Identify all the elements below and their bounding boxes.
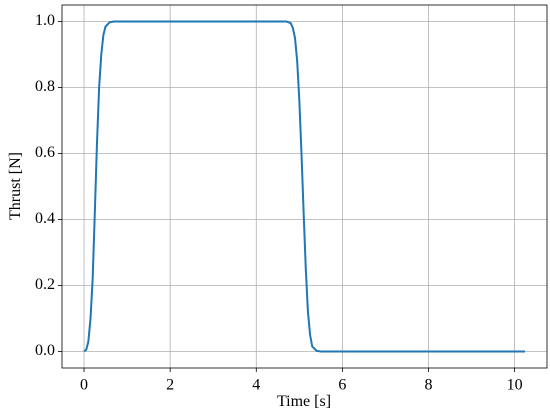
y-tick-label: 0.2 [35, 276, 55, 293]
y-tick-label: 0.6 [35, 144, 55, 161]
data-line [83, 20, 525, 353]
y-tick-label: 0.8 [35, 78, 55, 95]
y-tick-label: 0.4 [35, 210, 55, 227]
y-tick-label: 1.0 [35, 12, 55, 29]
x-axis-label: Time [s] [277, 393, 331, 410]
x-tick-label: 4 [252, 377, 260, 394]
x-tick-label: 0 [80, 377, 88, 394]
y-tick-label: 0.0 [35, 342, 55, 359]
x-tick-label: 8 [425, 377, 433, 394]
plot-frame [61, 4, 548, 369]
y-axis-label: Thrust [N] [7, 152, 24, 220]
x-tick-label: 2 [166, 377, 174, 394]
x-tick-label: 6 [338, 377, 346, 394]
x-tick-label: 10 [507, 377, 523, 394]
